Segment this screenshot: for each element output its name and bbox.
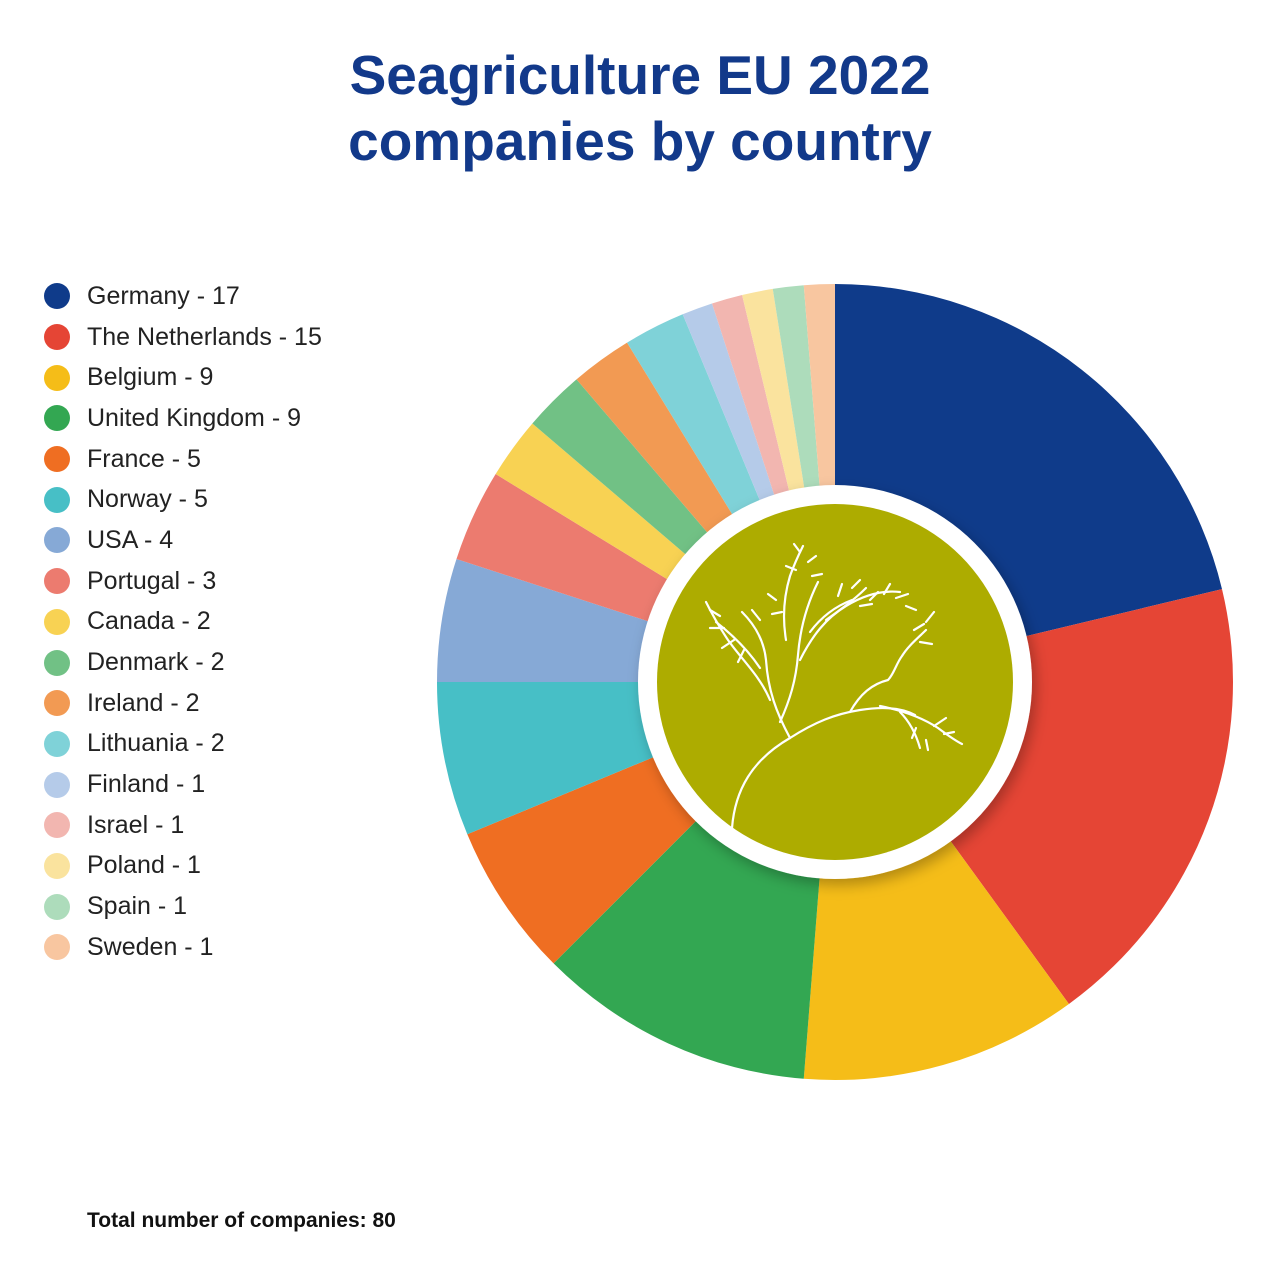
- pie-slice-norway: [437, 682, 669, 835]
- legend-item: United Kingdom - 9: [44, 398, 322, 439]
- legend-swatch: [44, 568, 70, 595]
- pie-slice-the-netherlands: [940, 589, 1233, 1004]
- legend-item: USA - 4: [44, 520, 322, 561]
- pie-slice-finland: [682, 303, 780, 516]
- legend-swatch: [44, 486, 70, 513]
- legend-item: Lithuania - 2: [44, 724, 322, 765]
- legend-item: Germany - 17: [44, 276, 322, 317]
- legend-swatch: [44, 324, 70, 351]
- legend-item: Finland - 1: [44, 764, 322, 805]
- legend-item: Sweden - 1: [44, 927, 322, 968]
- legend-item: Poland - 1: [44, 846, 322, 887]
- legend-item: Ireland - 2: [44, 683, 322, 724]
- legend-label: Spain - 1: [87, 892, 188, 921]
- pie-slice-ireland: [576, 342, 741, 546]
- pie-slice-poland: [742, 288, 807, 507]
- center-disc: [657, 504, 1013, 860]
- legend-label: Denmark - 2: [87, 648, 225, 677]
- pie-slice-france: [467, 750, 708, 964]
- legend-swatch: [44, 771, 70, 798]
- legend-item: Portugal - 3: [44, 561, 322, 602]
- pie-slice-israel: [712, 294, 793, 511]
- pie-slice-germany: [835, 284, 1223, 640]
- legend-label: The Netherlands - 15: [87, 322, 322, 351]
- legend-swatch: [44, 649, 70, 676]
- legend-swatch: [44, 364, 70, 391]
- legend-label: Israel - 1: [87, 810, 185, 839]
- legend-item: France - 5: [44, 439, 322, 480]
- legend-swatch: [44, 527, 70, 554]
- legend-swatch: [44, 283, 70, 310]
- legend-item: Norway - 5: [44, 479, 322, 520]
- legend-label: Sweden - 1: [87, 932, 214, 961]
- chart-title-line-2: companies by country: [348, 110, 932, 172]
- legend-swatch: [44, 893, 70, 920]
- legend-swatch: [44, 446, 70, 473]
- pie-slices: [437, 284, 1233, 1080]
- pie-slice-denmark: [532, 379, 719, 566]
- total-companies-note: Total number of companies: 80: [87, 1209, 396, 1232]
- pie-slice-usa: [437, 559, 664, 682]
- legend-label: Canada - 2: [87, 607, 211, 636]
- legend: Germany - 17 The Netherlands - 15 Belgium …: [44, 276, 322, 968]
- chart-title: Seagriculture EU 2022 companies by count…: [0, 42, 1280, 174]
- legend-label: Belgium - 9: [87, 363, 214, 392]
- legend-swatch: [44, 405, 70, 432]
- legend-label: Finland - 1: [87, 770, 206, 799]
- pie-slice-belgium: [803, 827, 1069, 1080]
- pie-slice-lithuania: [627, 314, 767, 529]
- legend-label: USA - 4: [87, 525, 174, 554]
- chart-title-line-1: Seagriculture EU 2022: [349, 44, 931, 106]
- legend-label: France - 5: [87, 444, 201, 473]
- legend-label: Ireland - 2: [87, 688, 200, 717]
- legend-item: Denmark - 2: [44, 642, 322, 683]
- legend-swatch: [44, 812, 70, 839]
- legend-label: United Kingdom - 9: [87, 403, 302, 432]
- legend-swatch: [44, 608, 70, 635]
- legend-item: Israel - 1: [44, 805, 322, 846]
- seaweed-icon: [704, 542, 964, 830]
- legend-item: Belgium - 9: [44, 357, 322, 398]
- pie-slice-portugal: [456, 474, 682, 627]
- legend-item: Canada - 2: [44, 602, 322, 643]
- legend-label: Norway - 5: [87, 485, 208, 514]
- legend-swatch: [44, 690, 70, 717]
- legend-item: Spain - 1: [44, 886, 322, 927]
- pie-slice-sweden: [803, 284, 835, 503]
- legend-swatch: [44, 934, 70, 961]
- legend-item: The Netherlands - 15: [44, 317, 322, 358]
- legend-label: Portugal - 3: [87, 566, 217, 595]
- pie-slice-canada: [495, 423, 699, 588]
- pie-slice-spain: [772, 285, 821, 505]
- legend-label: Poland - 1: [87, 851, 201, 880]
- legend-swatch: [44, 852, 70, 879]
- legend-label: Lithuania - 2: [87, 729, 225, 758]
- pie-slice-united-kingdom: [553, 809, 821, 1079]
- legend-label: Germany - 17: [87, 281, 240, 310]
- legend-swatch: [44, 730, 70, 757]
